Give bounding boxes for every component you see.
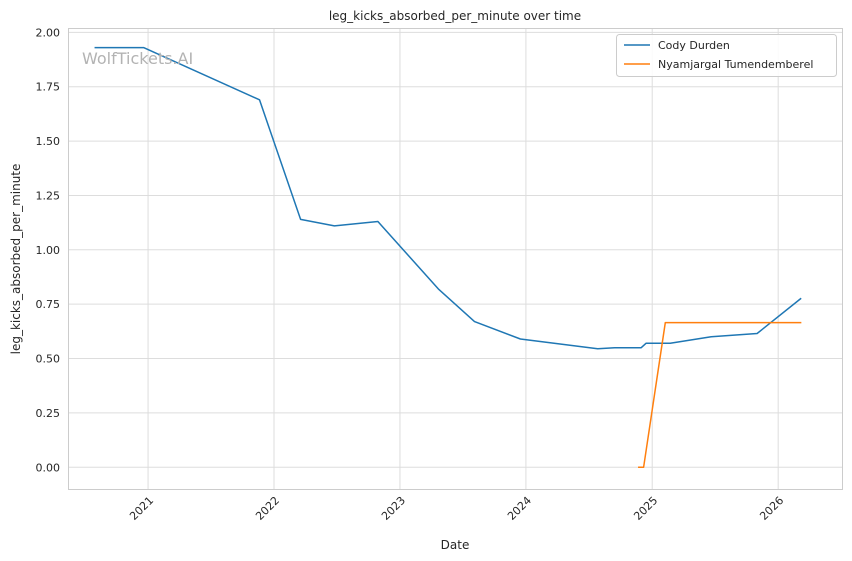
x-tick-label: 2025 xyxy=(631,494,660,523)
chart-title: leg_kicks_absorbed_per_minute over time xyxy=(329,9,581,23)
x-tick-label: 2022 xyxy=(253,494,282,523)
x-tick-label: 2023 xyxy=(379,494,408,523)
y-tick-label: 1.50 xyxy=(36,135,61,148)
y-tick-label: 0.50 xyxy=(36,353,61,366)
y-tick-label: 1.75 xyxy=(36,81,61,94)
series-line-nyamjargal-tumendemberel xyxy=(638,321,802,469)
watermark-text: WolfTickets.AI xyxy=(82,49,193,68)
legend-label-nyamjargal-tumendemberel: Nyamjargal Tumendemberel xyxy=(658,58,813,71)
y-tick-label: 2.00 xyxy=(36,26,61,39)
legend-box xyxy=(616,34,837,77)
y-tick-label: 1.00 xyxy=(36,244,61,257)
x-tick-label: 2026 xyxy=(757,494,786,523)
x-tick-label: 2021 xyxy=(127,494,156,523)
x-axis-title: Date xyxy=(441,538,470,552)
plot-area-frame xyxy=(68,28,843,490)
series-lines xyxy=(94,46,802,469)
y-tick-label: 1.25 xyxy=(36,189,61,202)
y-tick-label: 0.75 xyxy=(36,298,61,311)
y-axis-ticks: 0.00 0.25 0.50 0.75 1.00 1.25 1.50 1.75 2.00 xyxy=(36,26,61,474)
y-tick-label: 0.25 xyxy=(36,407,61,420)
x-axis-ticks: 2021 2022 2023 2024 2025 2026 xyxy=(127,494,786,523)
x-tick-label: 2024 xyxy=(505,494,534,523)
legend: Cody Durden Nyamjargal Tumendemberel xyxy=(616,34,837,77)
grid-lines xyxy=(68,28,842,489)
y-tick-label: 0.00 xyxy=(36,461,61,474)
series-line-cody-durden xyxy=(94,46,802,350)
y-axis-title: leg_kicks_absorbed_per_minute xyxy=(9,164,23,355)
legend-label-cody-durden: Cody Durden xyxy=(658,39,730,52)
